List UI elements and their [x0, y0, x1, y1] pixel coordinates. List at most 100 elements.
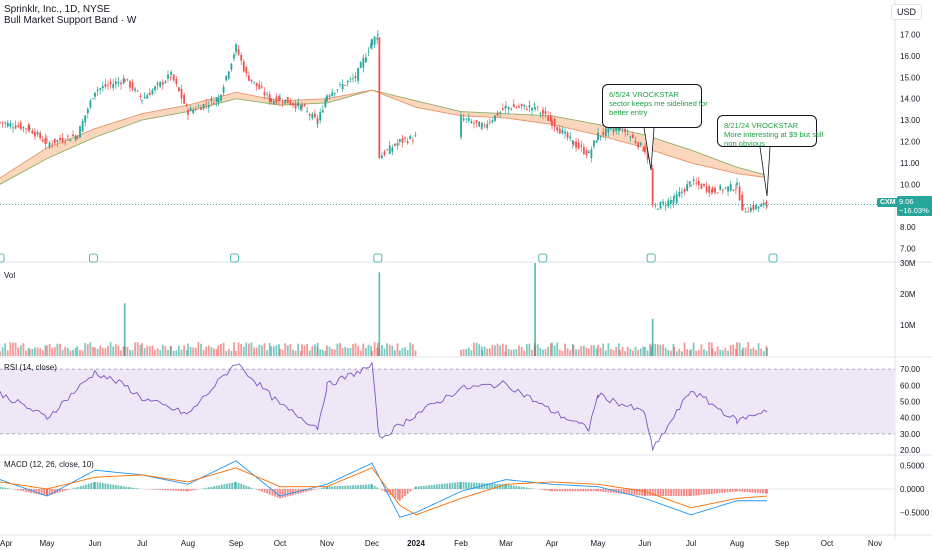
candle-body [515, 106, 518, 108]
macd-histogram-bar [90, 483, 93, 489]
macd-histogram-bar [240, 483, 243, 489]
volume-bar [306, 344, 309, 356]
volume-bar [39, 348, 42, 356]
candle-body [595, 140, 598, 143]
volume-bar [134, 342, 137, 356]
candle-body [279, 97, 281, 100]
candle-body [316, 121, 319, 124]
macd-histogram-bar [185, 489, 188, 492]
macd-histogram-bar [597, 489, 599, 492]
volume-bar [53, 347, 56, 356]
macd-histogram-bar [544, 489, 546, 491]
volume-bar [222, 342, 225, 356]
candle-body [260, 86, 263, 88]
macd-histogram-bar [630, 489, 633, 495]
macd-histogram-bar [231, 482, 234, 489]
volume-bar [599, 347, 602, 356]
macd-histogram-bar [120, 485, 122, 489]
volume-bar [275, 345, 278, 356]
candle-body [580, 145, 583, 147]
macd-histogram-bar [40, 489, 43, 495]
price-tick-label: 13.00 [900, 116, 921, 125]
volume-spike [534, 263, 537, 356]
macd-histogram-bar [346, 485, 349, 489]
candle-body [564, 131, 566, 134]
currency-button[interactable]: USD [890, 4, 922, 20]
candle-body [612, 128, 615, 132]
volume-bar [486, 348, 489, 356]
macd-histogram-bar [441, 483, 443, 489]
macd-histogram-bar [695, 489, 698, 496]
macd-histogram-bar [210, 486, 213, 489]
candle-body [569, 136, 572, 139]
volume-bar [531, 349, 533, 356]
candle-body [324, 99, 327, 108]
volume-bar [656, 344, 659, 356]
macd-histogram-bar [729, 489, 731, 493]
volume-bar [391, 345, 394, 356]
candle-body [321, 110, 324, 113]
candle-body [284, 99, 287, 104]
chart-title: Sprinklr, Inc., 1D, NYSE [4, 4, 111, 15]
macd-tick-label: −0.5000 [900, 509, 930, 518]
volume-bar [481, 350, 483, 356]
macd-histogram-bar [1, 487, 4, 489]
candle-body [617, 125, 620, 131]
volume-bar [129, 349, 131, 356]
volume-bar [48, 343, 51, 356]
macd-histogram-bar [460, 481, 462, 489]
macd-histogram-bar [672, 489, 675, 497]
candle-body [619, 127, 621, 130]
macd-histogram-bar [625, 489, 628, 495]
candle-body [629, 136, 632, 138]
macd-histogram-bar [558, 489, 561, 492]
candle-body [99, 88, 102, 90]
volume-bar [270, 346, 273, 356]
macd-histogram-bar [127, 487, 130, 489]
candle-body [478, 121, 481, 127]
candle-body [319, 112, 322, 121]
volume-bar [523, 350, 526, 356]
macd-histogram-bar [19, 489, 22, 491]
volume-bar [621, 346, 624, 356]
macd-histogram-bar [242, 484, 245, 489]
candle-body [28, 127, 31, 130]
price-tick-label: 10.00 [900, 180, 921, 189]
volume-bar [494, 345, 496, 356]
volume-bar [349, 348, 352, 356]
volume-bar [136, 342, 139, 356]
price-change: −16.03% [899, 206, 929, 215]
candle-body [207, 105, 210, 108]
candle-body [486, 123, 489, 128]
macd-histogram-bar [14, 489, 17, 490]
volume-bar [81, 350, 84, 356]
volume-bar [642, 346, 645, 356]
band-fill [0, 90, 769, 185]
macd-histogram-bar [258, 489, 261, 491]
volume-bar [235, 350, 237, 356]
candle-body [510, 108, 513, 110]
candle-body [331, 92, 334, 96]
volume-bar [141, 343, 143, 356]
volume-bar [515, 349, 518, 356]
volume-bar [109, 342, 112, 356]
macd-histogram-bar [675, 489, 678, 497]
candle-body [129, 81, 131, 88]
volume-bar [120, 350, 122, 356]
macd-histogram-bar [525, 487, 528, 489]
annotation-pointer [759, 146, 771, 197]
macd-histogram-bar [415, 486, 417, 489]
candle-body [200, 107, 202, 110]
macd-histogram-bar [708, 489, 711, 495]
price-tick-label: 14.00 [900, 95, 921, 104]
candle-body [465, 118, 468, 120]
candle-body [22, 126, 25, 128]
candle-body [766, 204, 768, 206]
volume-bar [92, 346, 94, 356]
rsi-tick-label: 30.00 [900, 430, 921, 439]
candle-body [210, 99, 213, 101]
candle-body [373, 36, 376, 45]
candle-body [481, 123, 483, 125]
macd-histogram-bar [726, 489, 729, 493]
